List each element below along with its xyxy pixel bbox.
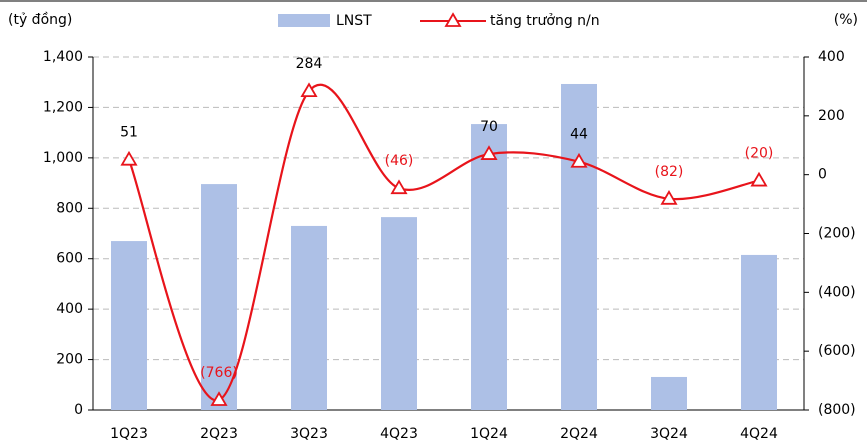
x-tick-label: 4Q23 bbox=[380, 426, 418, 442]
x-tick-label: 3Q23 bbox=[290, 426, 328, 442]
x-tick-label: 2Q23 bbox=[200, 426, 238, 442]
bar bbox=[471, 124, 507, 410]
y-tick-label: 1,400 bbox=[43, 49, 83, 65]
bar bbox=[381, 217, 417, 410]
marker bbox=[300, 82, 318, 98]
x-tick-label: 1Q24 bbox=[470, 426, 508, 442]
value-label: 284 bbox=[296, 56, 323, 72]
y2-tick-label: (800) bbox=[818, 402, 856, 418]
y-tick-label: 0 bbox=[74, 402, 83, 418]
line bbox=[127, 83, 760, 402]
bar bbox=[651, 376, 687, 410]
bar bbox=[111, 241, 147, 410]
marker bbox=[210, 391, 228, 406]
y2-tick-label: (400) bbox=[818, 284, 856, 300]
value-label: 51 bbox=[120, 125, 138, 141]
marker bbox=[660, 190, 678, 205]
bar bbox=[561, 83, 597, 411]
bar bbox=[741, 254, 777, 410]
x-tick-label: 1Q23 bbox=[110, 426, 148, 442]
y-tick-label: 200 bbox=[56, 352, 83, 368]
bar bbox=[201, 184, 237, 410]
y-tick-label: 1,000 bbox=[43, 150, 83, 166]
marker bbox=[480, 145, 498, 160]
legend-label: tăng trưởng n/n bbox=[490, 13, 600, 29]
y-tick-label: 400 bbox=[56, 301, 83, 317]
y-axis-title: (tỷ đồng) bbox=[8, 11, 72, 28]
legend-swatch bbox=[278, 14, 330, 27]
marker bbox=[750, 171, 768, 187]
y2-axis-title: (%) bbox=[834, 12, 858, 28]
value-label: (46) bbox=[385, 153, 414, 169]
value-label: (20) bbox=[745, 146, 774, 162]
x-tick-label: 4Q24 bbox=[740, 426, 778, 442]
marker bbox=[390, 179, 408, 195]
y-tick-label: 1,200 bbox=[43, 99, 83, 115]
y2-tick-label: 400 bbox=[818, 49, 845, 65]
bar bbox=[291, 225, 327, 410]
y2-tick-label: 0 bbox=[818, 167, 827, 183]
value-label: (82) bbox=[655, 164, 684, 180]
y2-tick-label: 200 bbox=[818, 108, 845, 124]
value-label: 44 bbox=[570, 127, 588, 143]
value-label: (766) bbox=[200, 365, 238, 381]
y2-tick-label: (600) bbox=[818, 343, 856, 359]
marker bbox=[120, 150, 138, 166]
y2-tick-label: (200) bbox=[818, 226, 856, 242]
y-tick-label: 600 bbox=[56, 251, 83, 267]
x-tick-label: 2Q24 bbox=[560, 426, 598, 442]
legend-label: LNST bbox=[336, 13, 372, 29]
legend-marker bbox=[444, 12, 462, 27]
y-tick-label: 800 bbox=[56, 200, 83, 216]
marker bbox=[570, 152, 588, 168]
value-label: 70 bbox=[480, 119, 498, 135]
x-tick-label: 3Q24 bbox=[650, 426, 688, 442]
